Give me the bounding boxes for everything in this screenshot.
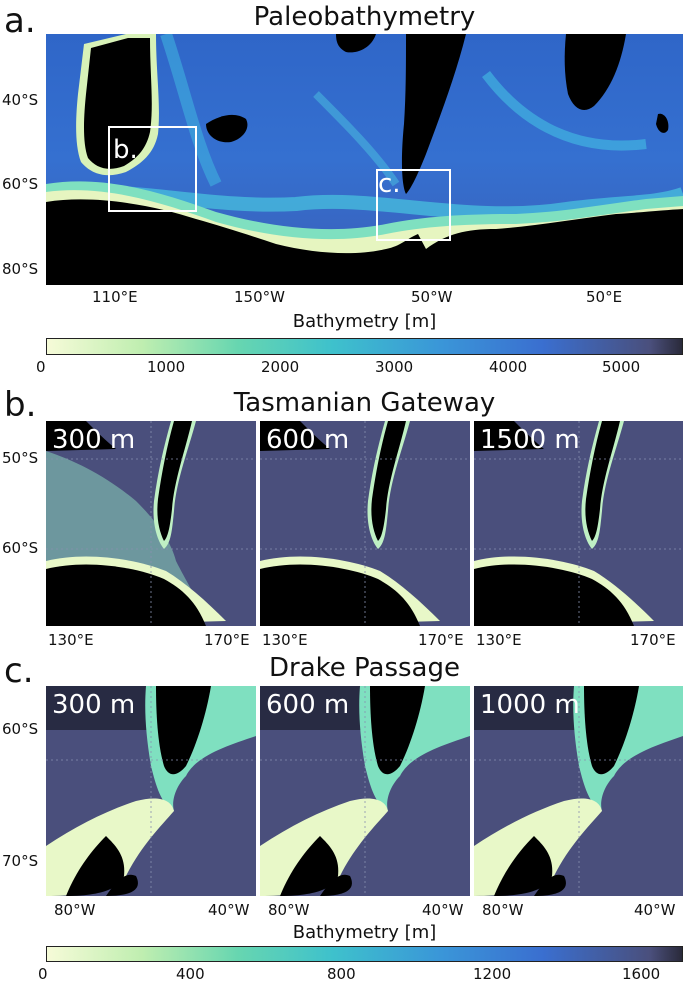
- panel-c-letter: c.: [4, 651, 34, 691]
- ridge-streak: [313, 91, 400, 187]
- colorbar-a-tick: 3000: [375, 358, 414, 376]
- drake-map-300: [46, 686, 256, 896]
- depth-label: 300 m: [52, 690, 136, 720]
- south-america-land: [370, 686, 425, 775]
- lon-label: 50°W: [411, 288, 453, 306]
- colorbar-a-tick: 5000: [602, 358, 641, 376]
- inset-box-b: [108, 126, 197, 212]
- lon-label: 130°E: [262, 631, 308, 649]
- lon-label: 40°W: [634, 901, 676, 919]
- tasmania-land: [157, 421, 192, 541]
- drake-map-1000: [474, 686, 683, 896]
- antarctica-land: [106, 874, 138, 896]
- lat-label: 50°S: [2, 449, 39, 467]
- tasmania-land: [585, 421, 620, 541]
- lon-label: 80°W: [482, 901, 524, 919]
- colorbar-a-tick: 2000: [261, 358, 300, 376]
- lat-label: 80°S: [2, 260, 39, 278]
- colorbar-a-tick: 4000: [489, 358, 528, 376]
- inset-box-c: [376, 169, 451, 241]
- lon-label: 80°W: [268, 901, 310, 919]
- tasmanian-map-1500: [474, 421, 683, 626]
- colorbar-c: [46, 946, 683, 962]
- nz-land: [206, 114, 248, 143]
- australia-edge: [474, 421, 544, 451]
- colorbar-c-tick: 400: [176, 965, 205, 983]
- africa-land: [564, 34, 626, 110]
- lon-label: 80°W: [54, 901, 96, 919]
- colorbar-c-label: Bathymetry [m]: [292, 922, 437, 943]
- lon-label: 40°W: [208, 901, 250, 919]
- south-america-land: [401, 34, 466, 194]
- depth-label: 1000 m: [480, 690, 580, 720]
- australia-edge: [260, 421, 330, 451]
- antarctica-land: [534, 874, 566, 896]
- colorbar-c-tick: 0: [38, 965, 48, 983]
- lat-label: 40°S: [2, 91, 39, 109]
- australia-edge: [46, 421, 116, 451]
- antarctica-land: [260, 564, 420, 626]
- madagascar-land: [656, 113, 669, 133]
- lon-label: 40°W: [422, 901, 464, 919]
- depth-label: 300 m: [52, 425, 136, 455]
- drake-map-600: [260, 686, 470, 896]
- antarctic-peninsula-land: [66, 836, 125, 896]
- colorbar-a-tick: 0: [36, 358, 46, 376]
- inset-label-c: c.: [378, 169, 401, 199]
- lon-label: 110°E: [92, 288, 138, 306]
- colorbar-c-tick: 800: [327, 965, 356, 983]
- depth-label: 600 m: [266, 425, 350, 455]
- tasmania-land: [371, 421, 406, 541]
- africa-land: [336, 34, 376, 53]
- australia-land: [84, 38, 152, 169]
- ridge-streak: [160, 34, 222, 187]
- antarctica-land: [320, 874, 352, 896]
- lon-label: 170°E: [204, 631, 250, 649]
- panel-c-title: Drake Passage: [268, 653, 460, 683]
- lon-label: 170°E: [630, 631, 676, 649]
- colorbar-c-tick: 1600: [622, 965, 661, 983]
- panel-b-title: Tasmanian Gateway: [233, 388, 496, 418]
- antarctica-land: [46, 564, 206, 626]
- lon-label: 130°E: [476, 631, 522, 649]
- colorbar-a-label: Bathymetry [m]: [292, 311, 437, 332]
- antarctica-land: [474, 564, 634, 626]
- colorbar-c-tick: 1200: [473, 965, 512, 983]
- lon-label: 50°E: [586, 288, 623, 306]
- lat-label: 60°S: [2, 175, 39, 193]
- lat-label: 60°S: [2, 720, 39, 738]
- south-america-land: [584, 686, 639, 775]
- panel-b-letter: b.: [4, 385, 37, 425]
- colorbar-a-tick: 1000: [147, 358, 186, 376]
- antarctic-peninsula-land: [280, 836, 339, 896]
- panel-a-letter: a.: [4, 1, 36, 41]
- south-america-land: [156, 686, 211, 775]
- antarctic-peninsula-land: [494, 836, 553, 896]
- lon-label: 150°W: [234, 288, 285, 306]
- tasmanian-map-600: [260, 421, 470, 626]
- paleobathymetry-map: [46, 34, 683, 285]
- depth-label: 1500 m: [480, 425, 580, 455]
- lat-label: 60°S: [2, 539, 39, 557]
- lon-label: 130°E: [48, 631, 94, 649]
- depth-label: 600 m: [266, 690, 350, 720]
- ridge-streak: [482, 70, 647, 151]
- lon-label: 170°E: [418, 631, 464, 649]
- inset-label-b: b.: [113, 135, 138, 165]
- tasmanian-map-300: [46, 421, 256, 626]
- colorbar-a: [46, 338, 683, 355]
- panel-a-title: Paleobathymetry: [253, 2, 476, 32]
- lat-label: 70°S: [2, 852, 39, 870]
- antarctica-land: [46, 199, 683, 285]
